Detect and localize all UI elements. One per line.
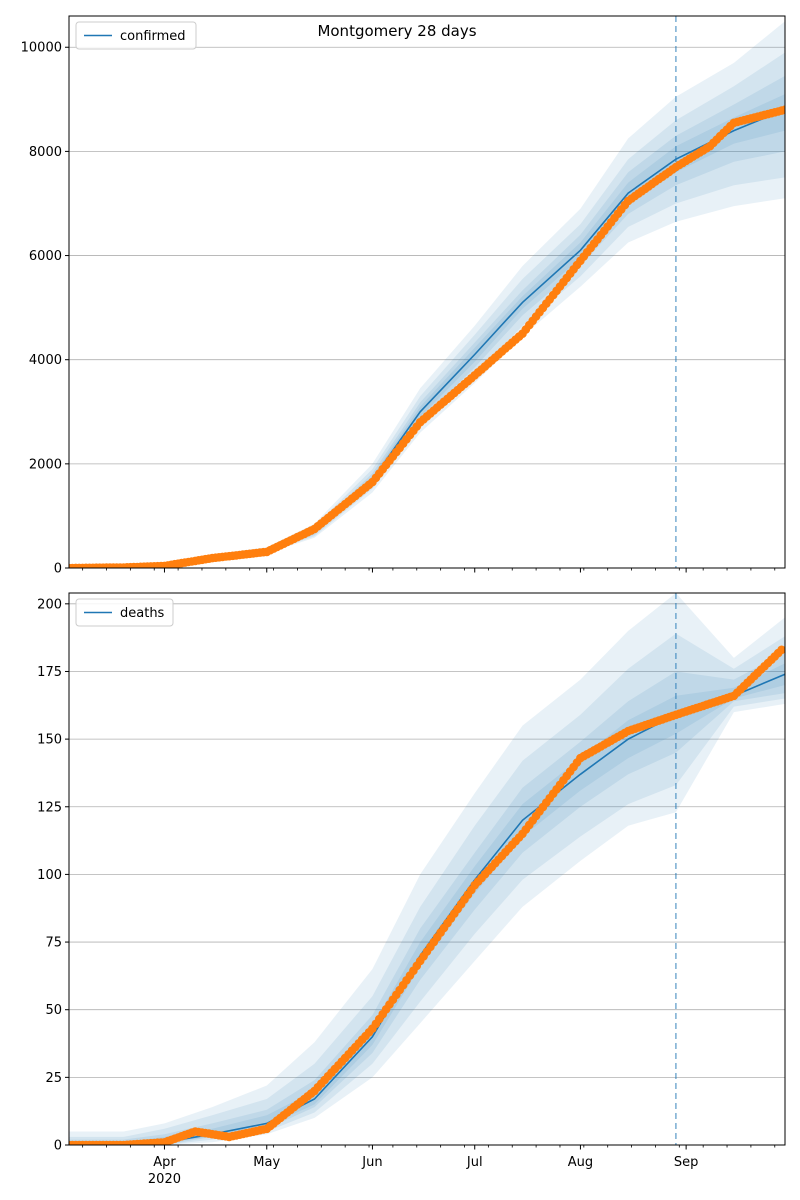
data-point	[777, 645, 785, 655]
uncertainty-band-3	[69, 75, 785, 568]
uncertainty-band-4	[69, 94, 785, 568]
x-tick-label: Jun	[361, 1155, 382, 1170]
x-tick-sublabel: 2020	[148, 1172, 181, 1187]
y-tick-label: 50	[45, 1003, 62, 1018]
y-tick-label: 175	[37, 665, 62, 680]
y-tick-label: 4000	[29, 353, 62, 368]
y-tick-label: 6000	[29, 249, 62, 264]
uncertainty-band-2	[69, 633, 785, 1145]
chart-title: Montgomery 28 days	[317, 22, 476, 40]
x-tick-label: May	[253, 1155, 280, 1170]
y-tick-label: 100	[37, 868, 62, 883]
legend-box	[75, 598, 174, 627]
x-tick-label: Apr	[153, 1155, 176, 1170]
plot-area	[69, 593, 785, 1145]
x-tick-label: Jul	[466, 1155, 483, 1170]
chart-panel-2: 0 25 50 75 100 125 150 175 200 Apr 2020 May Jun Jul Au…	[37, 592, 786, 1187]
uncertainty-band-1	[69, 21, 785, 568]
chart-panel-1: 0 2000 4000 6000 8000 10000 Montgomery 28 days…	[21, 15, 786, 577]
plot-area	[69, 16, 785, 568]
y-tick-label: 75	[45, 936, 62, 951]
y-tick-label: 25	[45, 1071, 62, 1086]
legend-label: confirmed	[120, 29, 186, 44]
y-tick-label: 2000	[29, 457, 62, 472]
y-tick-label: 125	[37, 800, 62, 815]
y-tick-label: 0	[54, 1139, 62, 1154]
x-tick-label: Sep	[674, 1155, 699, 1170]
legend-box	[75, 21, 197, 50]
uncertainty-band-2	[69, 52, 785, 568]
x-tick-label: Aug	[568, 1155, 593, 1170]
axes-frame	[68, 592, 786, 1146]
y-tick-label: 8000	[29, 145, 62, 160]
data-point	[780, 105, 785, 114]
y-tick-label: 10000	[21, 41, 62, 56]
uncertainty-band-3	[69, 652, 785, 1145]
legend-label: deaths	[120, 606, 165, 621]
y-tick-label: 150	[37, 733, 62, 748]
y-tick-label: 200	[37, 597, 62, 612]
axes-frame	[68, 15, 786, 569]
y-tick-label: 0	[54, 562, 62, 577]
uncertainty-band-1	[69, 593, 785, 1145]
